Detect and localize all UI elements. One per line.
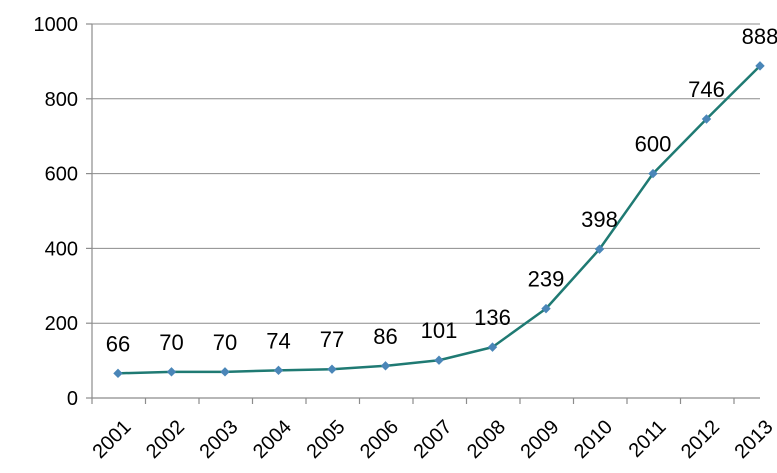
x-tick-label-2005: 2005 [303, 416, 350, 463]
data-point-2003 [220, 367, 230, 377]
data-label-2005: 77 [320, 327, 344, 352]
data-point-2002 [166, 367, 177, 377]
y-tick-label-600: 600 [45, 164, 78, 186]
data-label-2011: 600 [635, 132, 672, 157]
data-label-2006: 86 [373, 324, 397, 349]
x-tick-label-2009: 2009 [517, 416, 564, 463]
x-tick-label-2007: 2007 [410, 416, 457, 463]
y-tick-label-200: 200 [45, 313, 78, 335]
data-point-2007 [434, 355, 444, 365]
gridlines [92, 23, 760, 324]
data-point-2010 [594, 244, 605, 254]
x-tick-label-2011: 2011 [625, 416, 671, 462]
x-tick-label-2013: 2013 [731, 416, 777, 463]
x-axis-ticks: 2001 2002 2003 2004 2005 2006 2007 2008 2009 2010… [89, 416, 777, 463]
data-label-2008: 136 [474, 305, 511, 330]
data-label-2003: 70 [213, 330, 237, 355]
y-tick-label-400: 400 [45, 238, 78, 260]
series-layer [113, 61, 765, 379]
data-point-2005 [327, 364, 337, 374]
data-point-2013 [755, 61, 765, 71]
data-labels: 66 70 70 74 77 86 101 136 239 398 600 746 888 [106, 24, 777, 356]
y-tick-label-0: 0 [67, 388, 78, 410]
data-label-2009: 239 [528, 267, 565, 292]
y-axis-ticks: 0 200 400 600 800 1000 [34, 14, 79, 410]
y-tick-label-1000: 1000 [34, 14, 79, 36]
data-label-2013: 888 [742, 24, 777, 49]
x-tick-label-2003: 2003 [196, 416, 243, 463]
data-label-2007: 101 [421, 318, 458, 343]
x-tick-label-2012: 2012 [677, 416, 724, 463]
x-tick-label-2006: 2006 [356, 416, 403, 463]
x-tick-label-2010: 2010 [570, 416, 617, 463]
data-point-2006 [380, 361, 391, 371]
data-point-2009 [541, 303, 551, 314]
data-point-2008 [487, 342, 498, 352]
y-tick-label-800: 800 [45, 89, 78, 111]
x-tick-label-2001: 2001 [89, 416, 136, 463]
data-point-2004 [273, 365, 284, 376]
data-label-2004: 74 [266, 328, 290, 353]
data-point-2001 [113, 368, 123, 379]
data-label-2001: 66 [106, 331, 130, 356]
data-label-2012: 746 [688, 77, 725, 102]
x-tick-label-2008: 2008 [463, 416, 510, 463]
data-point-2012 [701, 114, 712, 124]
x-tick-label-2004: 2004 [249, 416, 296, 463]
x-tick-label-2002: 2002 [142, 416, 189, 463]
axes [86, 23, 760, 404]
data-point-2011 [648, 168, 658, 179]
data-label-2002: 70 [159, 330, 183, 355]
data-label-2010: 398 [581, 207, 618, 232]
